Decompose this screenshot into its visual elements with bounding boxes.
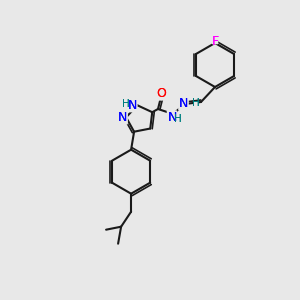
Text: O: O [157, 87, 166, 100]
Text: H: H [122, 99, 130, 109]
FancyBboxPatch shape [129, 103, 136, 108]
Text: H: H [174, 115, 182, 124]
Text: H: H [192, 98, 200, 109]
FancyBboxPatch shape [193, 101, 198, 106]
FancyBboxPatch shape [180, 101, 187, 106]
Text: F: F [212, 35, 219, 48]
FancyBboxPatch shape [119, 115, 126, 120]
Text: H: H [192, 98, 200, 109]
Text: N: N [179, 97, 188, 110]
FancyBboxPatch shape [158, 91, 165, 96]
FancyBboxPatch shape [124, 102, 129, 106]
Text: N: N [167, 111, 177, 124]
Text: N: N [128, 99, 137, 112]
Text: H: H [122, 99, 130, 109]
FancyBboxPatch shape [176, 117, 181, 122]
Text: O: O [157, 87, 166, 100]
Text: H: H [174, 115, 182, 124]
Text: N: N [128, 99, 137, 112]
FancyBboxPatch shape [212, 39, 218, 44]
Text: N: N [179, 97, 188, 110]
FancyBboxPatch shape [169, 115, 175, 120]
Text: N: N [167, 111, 177, 124]
Text: F: F [212, 35, 219, 48]
Text: N: N [118, 111, 127, 124]
Text: N: N [118, 111, 127, 124]
